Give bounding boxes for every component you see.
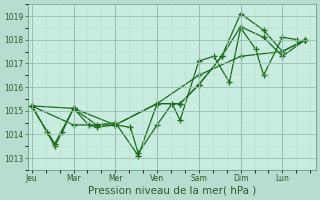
X-axis label: Pression niveau de la mer( hPa ): Pression niveau de la mer( hPa ) (88, 186, 256, 196)
